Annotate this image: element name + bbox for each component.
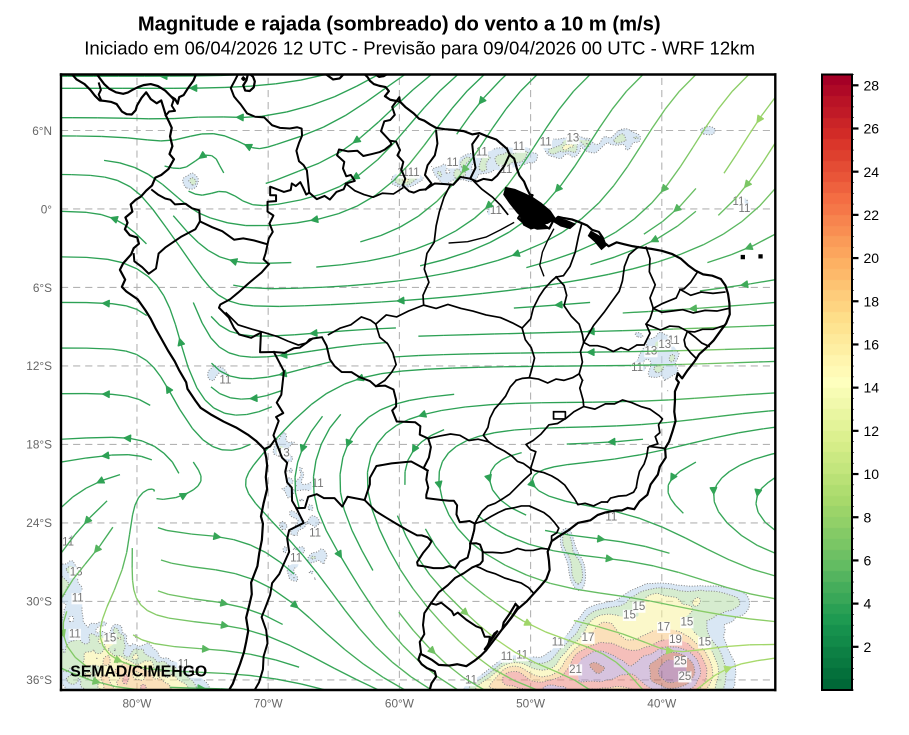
svg-text:11: 11 [309,528,321,540]
svg-text:Magnitude e rajada (sombreado): Magnitude e rajada (sombreado) do vento … [138,14,661,36]
svg-text:70°W: 70°W [254,697,284,711]
svg-text:11: 11 [738,203,750,215]
svg-text:4: 4 [864,596,872,612]
svg-text:11: 11 [178,659,190,671]
svg-text:6: 6 [864,552,872,568]
svg-text:25: 25 [678,671,691,683]
svg-text:16: 16 [864,337,880,353]
svg-text:30°S: 30°S [26,595,52,609]
svg-text:25: 25 [674,656,687,668]
svg-text:11: 11 [72,593,84,605]
svg-text:19: 19 [669,634,682,646]
svg-text:24°S: 24°S [26,516,52,530]
svg-text:8: 8 [864,509,872,525]
svg-text:21: 21 [569,664,582,676]
svg-text:13: 13 [70,567,83,579]
svg-text:11: 11 [312,478,324,490]
svg-text:11: 11 [631,362,643,374]
svg-text:11: 11 [552,637,564,649]
svg-text:26: 26 [864,121,880,137]
svg-text:6°S: 6°S [33,281,52,295]
svg-text:15: 15 [104,633,117,645]
svg-text:11: 11 [500,164,512,176]
svg-text:15: 15 [680,617,693,629]
svg-text:28: 28 [864,77,880,93]
svg-text:2: 2 [864,639,872,655]
svg-text:24: 24 [864,164,880,180]
svg-text:SEMAD/CIMEHGO: SEMAD/CIMEHGO [70,663,207,680]
svg-text:20: 20 [864,250,880,266]
svg-text:11: 11 [69,628,81,640]
svg-text:11: 11 [490,205,502,217]
svg-text:18°S: 18°S [26,438,52,452]
svg-text:15: 15 [632,601,645,613]
svg-text:22: 22 [864,207,880,223]
svg-text:80°W: 80°W [122,697,152,711]
svg-text:11: 11 [733,196,745,208]
svg-text:12: 12 [864,423,880,439]
svg-text:50°W: 50°W [516,697,546,711]
svg-text:11: 11 [447,157,459,169]
svg-text:10: 10 [864,466,880,482]
svg-text:13: 13 [566,133,579,145]
svg-text:17: 17 [582,632,595,644]
svg-text:14: 14 [864,380,880,396]
svg-text:6°N: 6°N [32,124,52,138]
svg-text:11: 11 [219,374,231,386]
svg-text:36°S: 36°S [26,673,52,687]
svg-text:11: 11 [513,141,525,153]
svg-text:11: 11 [290,553,302,565]
svg-text:11: 11 [605,511,617,523]
svg-text:11: 11 [465,675,477,687]
svg-text:11: 11 [408,167,420,179]
svg-text:11: 11 [62,536,74,548]
svg-text:11: 11 [668,335,680,347]
svg-text:11: 11 [476,146,488,158]
svg-text:17: 17 [657,621,670,633]
svg-text:Iniciado em 06/04/2026 12 UTC: Iniciado em 06/04/2026 12 UTC - Previsão… [84,38,755,59]
svg-text:0°: 0° [41,202,53,216]
svg-text:13: 13 [658,339,671,351]
svg-text:60°W: 60°W [385,697,415,711]
svg-text:11: 11 [501,651,513,663]
svg-text:15: 15 [698,637,711,649]
svg-text:11: 11 [540,136,552,148]
svg-text:18: 18 [864,293,880,309]
svg-text:40°W: 40°W [647,697,677,711]
svg-text:12°S: 12°S [26,359,52,373]
